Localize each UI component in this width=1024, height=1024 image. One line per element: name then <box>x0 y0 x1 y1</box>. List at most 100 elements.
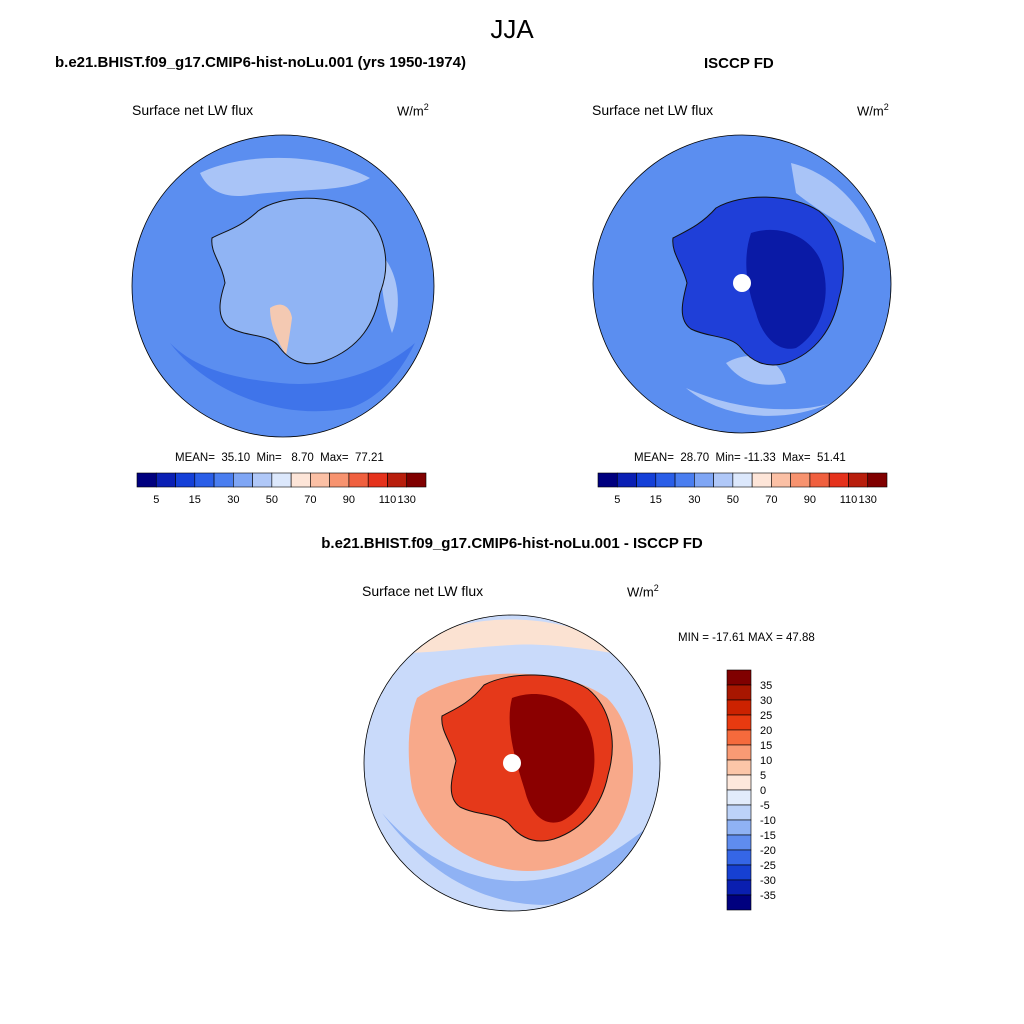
antarctica-core <box>746 229 826 349</box>
coastline <box>672 196 844 366</box>
colorbar-tick-label: 0 <box>760 785 766 797</box>
coastline <box>211 197 387 365</box>
colorbar-tick-label: 50 <box>727 494 739 506</box>
colorbar-tick-label: -10 <box>760 815 776 827</box>
colorbar-swatch <box>655 472 676 488</box>
colorbar-tick-label: 90 <box>343 494 355 506</box>
colorbar-model: 5 15 30 50 70 90 110 130 <box>136 472 427 506</box>
units-label-model: W/m2 <box>397 102 429 119</box>
colorbar-swatch <box>726 804 752 821</box>
colorbar-swatch <box>367 472 388 488</box>
colorbar-swatch <box>726 849 752 866</box>
colorbar-tick-label: 5 <box>614 494 620 506</box>
colorbar-swatch <box>694 472 714 488</box>
colorbar-tick-label: 5 <box>153 494 159 506</box>
map-border <box>131 134 435 438</box>
colorbar-swatch <box>848 472 869 488</box>
colorbar-swatch <box>790 472 811 488</box>
colorbar-swatch <box>867 472 888 488</box>
coastline <box>441 674 613 842</box>
colorbar-swatch <box>771 472 791 488</box>
colorbar-swatch <box>674 472 695 488</box>
colorbar-tick-label: 50 <box>266 494 278 506</box>
colorbar-swatch <box>213 472 234 488</box>
colorbar-tick-label: 30 <box>227 494 239 506</box>
colorbar-swatch <box>136 472 157 488</box>
colorbar-tick-label: -5 <box>760 800 770 812</box>
units-label-obs: W/m2 <box>857 102 889 119</box>
map-border <box>363 614 661 912</box>
colorbar-swatch <box>751 472 772 488</box>
map-field-diff <box>364 615 660 911</box>
colorbar-swatch <box>726 879 752 896</box>
colorbar-swatch <box>252 472 273 488</box>
colorbar-tick-label: -30 <box>760 875 776 887</box>
panel-title-model: b.e21.BHIST.f09_g17.CMIP6-hist-noLu.001 … <box>55 54 466 71</box>
colorbar-tick-label: 5 <box>760 770 766 782</box>
colorbar-swatch <box>726 669 752 686</box>
colorbar-swatch <box>726 819 752 836</box>
colorbar-swatch <box>155 472 176 488</box>
colorbar-tick-label: -20 <box>760 845 776 857</box>
colorbar-tick-label: 25 <box>760 710 772 722</box>
colorbar-obs: 5 15 30 50 70 90 110 130 <box>597 472 888 506</box>
colorbar-swatch <box>271 472 292 488</box>
colorbar-swatch <box>713 472 734 488</box>
units-label-diff: W/m2 <box>627 583 659 600</box>
colorbar-swatch <box>726 774 752 791</box>
ocean-patch-light <box>791 163 876 243</box>
ocean-ring-warm <box>402 619 624 655</box>
variable-label-obs: Surface net LW flux <box>592 102 714 118</box>
colorbar-tick-label: -25 <box>760 860 776 872</box>
colorbar-swatch <box>726 684 752 701</box>
colorbar-tick-label: 70 <box>304 494 316 506</box>
ocean-band-dark <box>170 343 415 412</box>
colorbar-tick-label: -15 <box>760 830 776 842</box>
map-border <box>592 134 892 434</box>
minmax-diff: MIN = -17.61 MAX = 47.88 <box>678 632 815 644</box>
colorbar-tick-label: 20 <box>760 725 772 737</box>
colorbar-swatch <box>726 759 752 776</box>
colorbar-tick-label: 15 <box>760 740 772 752</box>
polar-map-model <box>131 134 435 438</box>
colorbar-tick-label: 70 <box>765 494 777 506</box>
ocean-patch-light <box>686 388 831 416</box>
colorbar-swatch <box>616 472 637 488</box>
map-field-obs <box>593 135 891 433</box>
colorbar-swatch <box>387 472 408 488</box>
colorbar-swatch <box>732 472 753 488</box>
pole-hole <box>503 754 521 772</box>
map-field-model <box>132 135 434 437</box>
panel-title-diff: b.e21.BHIST.f09_g17.CMIP6-hist-noLu.001 … <box>321 535 703 552</box>
colorbar-swatch <box>726 834 752 851</box>
polar-map-obs <box>592 134 892 434</box>
stats-model: MEAN= 35.10 Min= 8.70 Max= 77.21 <box>175 452 384 464</box>
variable-label-diff: Surface net LW flux <box>362 583 484 599</box>
colorbar-tick-label: 30 <box>760 695 772 707</box>
colorbar-swatch <box>726 699 752 716</box>
colorbar-swatch <box>290 472 311 488</box>
colorbar-tick-label: -35 <box>760 890 776 902</box>
colorbar-diff: 35 30 25 20 15 10 5 0 -5 -10 -15 -20 -25 -30 -35 <box>726 669 776 911</box>
colorbar-swatch <box>726 744 752 761</box>
polar-map-diff <box>363 614 661 912</box>
colorbar-swatch <box>726 894 752 911</box>
colorbar-tick-label: 110 <box>379 494 397 506</box>
ice-shelf-warm <box>270 304 292 355</box>
antarctica-land <box>211 198 386 364</box>
colorbar-tick-label: 30 <box>688 494 700 506</box>
colorbar-tick-label: 10 <box>760 755 772 767</box>
colorbar-tick-label: 110 <box>840 494 858 506</box>
main-title: JJA <box>490 14 534 44</box>
colorbar-tick-label: 130 <box>398 494 416 506</box>
colorbar-swatch <box>726 864 752 881</box>
ocean-band-light <box>200 157 370 197</box>
colorbar-tick-label: 90 <box>804 494 816 506</box>
colorbar-tick-label: 15 <box>189 494 201 506</box>
colorbar-swatch <box>310 472 330 488</box>
colorbar-swatch <box>348 472 369 488</box>
colorbar-swatch <box>726 729 752 746</box>
colorbar-swatch <box>194 472 215 488</box>
stats-obs: MEAN= 28.70 Min= -11.33 Max= 51.41 <box>634 452 846 464</box>
colorbar-swatch <box>636 472 657 488</box>
